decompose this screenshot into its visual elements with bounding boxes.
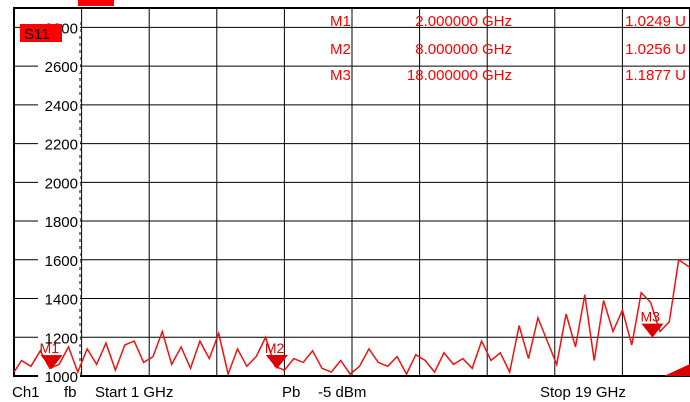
power-level-label: -5 dBm xyxy=(318,384,366,401)
channel-label: Ch1 xyxy=(12,384,40,401)
marker-1-triangle xyxy=(40,355,63,370)
marker-2-frequency: 8.000000 GHz xyxy=(415,41,512,58)
y-axis-ticks: 1000120014001600180020002200240026002800 xyxy=(38,18,81,386)
y-tick-label: 1200 xyxy=(45,330,78,347)
trace-label: S11 xyxy=(24,26,50,43)
y-tick-label: 1600 xyxy=(45,253,78,270)
marker-3-trace-label: M3 xyxy=(640,309,660,325)
marker-edge-arrow xyxy=(664,364,690,376)
marker-readout-table: M1 2.000000 GHz 1.0249 U M2 8.000000 GHz… xyxy=(330,13,686,84)
trace-layer xyxy=(13,258,690,377)
y-tick-label-background xyxy=(38,328,80,345)
trace-line xyxy=(13,258,690,377)
y-tick-label: 1800 xyxy=(45,214,78,231)
y-tick-label: 2600 xyxy=(45,59,78,76)
channel-tab-indicator xyxy=(78,0,114,6)
y-tick-label-background xyxy=(38,95,80,112)
y-tick-label-background xyxy=(38,367,80,383)
marker-3-value: 1.1877 U xyxy=(625,67,686,84)
status-footer: Ch1 fb Start 1 GHz Pb -5 dBm Stop 19 GHz xyxy=(12,384,626,401)
y-tick-label: 1000 xyxy=(45,369,78,386)
start-frequency-label: Start 1 GHz xyxy=(95,384,173,401)
grid-lines xyxy=(14,8,690,377)
y-tick-label: 2200 xyxy=(45,137,78,154)
power-port-label: Pb xyxy=(282,384,300,401)
marker-1-frequency: 2.000000 GHz xyxy=(415,13,512,30)
marker-1-value: 1.0249 U xyxy=(625,13,686,30)
y-tick-label-background xyxy=(38,212,80,229)
marker-2-value: 1.0256 U xyxy=(625,41,686,58)
y-tick-label-background xyxy=(38,289,80,306)
y-tick-label: 2400 xyxy=(45,98,78,115)
marker-1-trace-label: M1 xyxy=(40,340,60,356)
y-tick-label: 2000 xyxy=(45,175,78,192)
marker-2-trace-label: M2 xyxy=(265,340,285,356)
y-tick-label-background xyxy=(38,134,80,151)
marker-3-name: M3 xyxy=(330,67,351,84)
marker-layer: M1 M2 M3 xyxy=(40,309,664,370)
y-tick-label-background xyxy=(38,250,80,267)
stop-frequency-label: Stop 19 GHz xyxy=(540,384,626,401)
marker-1-name: M1 xyxy=(330,13,351,30)
y-tick-label-background xyxy=(38,173,80,190)
marker-3-triangle xyxy=(641,323,664,338)
marker-3-frequency: 18.000000 GHz xyxy=(407,67,512,84)
marker-2-name: M2 xyxy=(330,41,351,58)
y-tick-label-background xyxy=(38,57,80,74)
trace-label-background xyxy=(20,24,62,42)
sweep-mode-label: fb xyxy=(64,384,77,401)
y-tick-label: 1400 xyxy=(45,292,78,309)
marker-2-triangle xyxy=(265,354,288,369)
